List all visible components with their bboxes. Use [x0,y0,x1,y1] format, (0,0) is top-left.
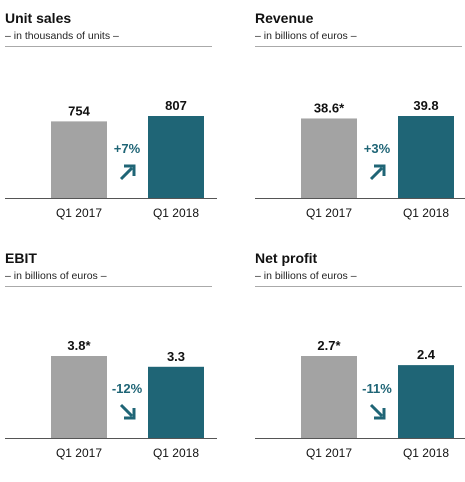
unit-sales-chart: 754 Q1 2017 807 Q1 2018 +7% [5,98,217,220]
category-label: Q1 2017 [56,206,102,220]
ebit-panel: EBIT – in billions of euros – 3.8* Q1 201… [5,250,220,482]
bar-q1-2018 [148,116,204,198]
change-label: +3% [364,141,391,156]
title-rule [255,46,462,47]
chart-title: Unit sales [5,10,72,26]
title-rule [5,286,212,287]
change-label: +7% [114,141,141,156]
arrow-up-right-icon [119,164,136,181]
chart-subtitle: – in billions of euros – [255,30,357,42]
category-label: Q1 2018 [153,446,199,460]
chart-title: Revenue [255,10,314,26]
category-label: Q1 2018 [403,206,449,220]
bar-q1-2018 [148,366,204,438]
data-label: 2.4 [417,347,436,362]
bar-q1-2018 [398,365,454,438]
arrow-down-right-icon [119,403,136,420]
chart-subtitle: – in thousands of units – [5,30,119,42]
arrow-up-right-icon [369,164,386,181]
revenue-chart: 38.6* Q1 2017 39.8 Q1 2018 +3% [255,98,465,220]
category-label: Q1 2018 [153,206,199,220]
data-label: 754 [68,103,90,118]
category-label: Q1 2017 [56,446,102,460]
data-label: 3.8* [67,338,91,353]
chart-title: Net profit [255,250,318,266]
change-label: -11% [362,381,392,396]
title-rule [255,286,462,287]
change-label: -12% [112,381,143,396]
category-label: Q1 2017 [306,206,352,220]
net-profit-panel: Net profit – in billions of euros – 2.7*… [255,250,465,482]
ebit-chart: 3.8* Q1 2017 3.3 Q1 2018 -12% [5,338,217,460]
data-label: 39.8 [413,98,438,113]
bar-q1-2018 [398,116,454,198]
bar-q1-2017 [51,121,107,198]
data-label: 3.3 [167,349,185,364]
revenue-panel: Revenue – in billions of euros – 38.6* Q1… [255,10,465,242]
title-rule [5,46,212,47]
bar-q1-2017 [301,356,357,438]
category-label: Q1 2017 [306,446,352,460]
data-label: 38.6* [314,100,345,115]
bar-q1-2017 [51,356,107,438]
chart-subtitle: – in billions of euros – [255,270,357,282]
data-label: 807 [165,98,187,113]
net-profit-chart: 2.7* Q1 2017 2.4 Q1 2018 -11% [255,338,465,460]
bar-q1-2017 [301,118,357,198]
arrow-down-right-icon [369,403,386,420]
chart-subtitle: – in billions of euros – [5,270,107,282]
chart-title: EBIT [5,250,37,266]
data-label: 2.7* [317,338,341,353]
category-label: Q1 2018 [403,446,449,460]
unit-sales-panel: Unit sales – in thousands of units – 754… [5,10,220,242]
